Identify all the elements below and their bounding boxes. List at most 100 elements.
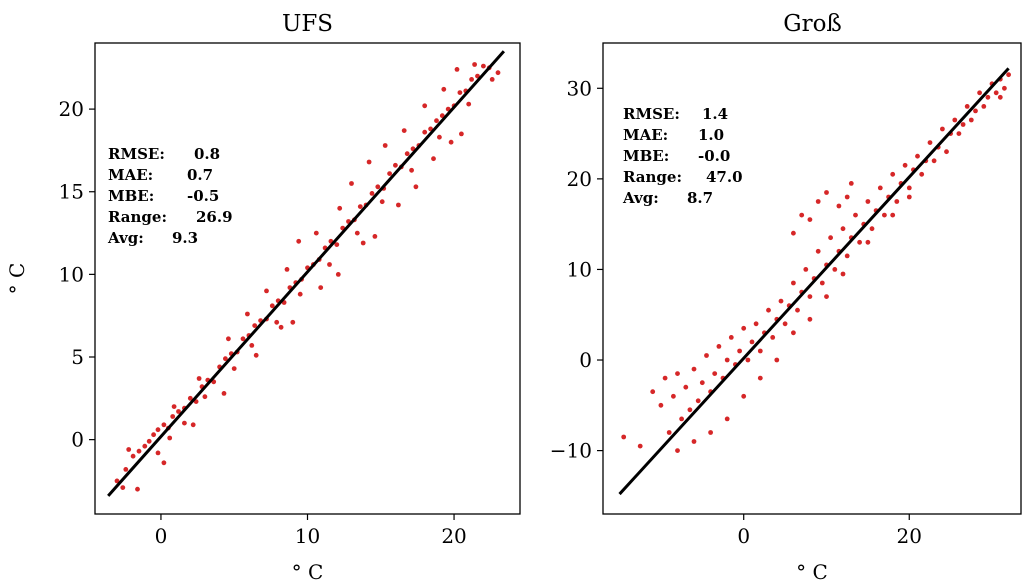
scatter-point <box>223 356 228 362</box>
mae-value: 0.7 <box>187 166 213 184</box>
y-tick-label: 5 <box>71 345 84 369</box>
y-tick-label: 10 <box>59 262 84 286</box>
scatter-point <box>349 181 354 186</box>
scatter-point <box>716 344 722 349</box>
y-tick-label: 15 <box>59 180 84 204</box>
scatter-point <box>844 253 850 259</box>
scatter-point <box>662 375 668 381</box>
scatter-point <box>844 194 850 200</box>
scatter-point <box>902 162 908 168</box>
scatter-point <box>489 77 495 82</box>
scatter-point <box>337 205 343 211</box>
avg-label: Avg: <box>622 189 659 207</box>
scatter-point <box>387 171 392 177</box>
scatter-point <box>637 443 643 449</box>
scatter-point <box>815 248 821 254</box>
rmse-label: RMSE: <box>623 105 680 123</box>
scatter-point <box>382 143 388 148</box>
y-ticks-ufs: 0 5 10 15 20 <box>59 97 95 452</box>
reference-line-gross <box>618 67 1010 496</box>
scatter-point <box>245 311 250 317</box>
scatter-point <box>396 202 401 208</box>
scatter-point <box>973 108 978 114</box>
scatter-point <box>745 357 751 363</box>
scatter-point <box>167 435 173 441</box>
scatter-point <box>877 185 883 191</box>
scatter-point <box>313 230 319 236</box>
scatter-point <box>171 404 177 409</box>
range-value: 26.9 <box>196 208 233 226</box>
scatter-point <box>791 230 796 236</box>
scatter-point <box>151 432 157 438</box>
x-ticks-gross: 0 20 <box>737 514 922 548</box>
scatter-point <box>269 303 275 309</box>
scatter-point <box>683 384 689 390</box>
avg-value: 8.7 <box>687 189 713 207</box>
scatter-point <box>894 199 900 204</box>
scatter-point <box>940 126 945 132</box>
scatter-point <box>454 67 460 72</box>
scatter-point <box>252 323 258 328</box>
scatter-point <box>327 262 332 267</box>
plot-area-ufs <box>94 42 521 515</box>
scatter-point <box>679 416 684 422</box>
scatter-point <box>231 366 237 371</box>
y-tick-label: 20 <box>567 167 592 191</box>
scatter-point <box>824 190 829 195</box>
scatter-point <box>196 376 202 381</box>
scatter-point <box>334 242 340 248</box>
scatter-point <box>136 448 142 454</box>
scatter-point <box>791 280 796 286</box>
scatter-point <box>807 294 813 299</box>
y-tick-label: 0 <box>71 428 84 452</box>
y-axis-label-ufs: ° C <box>5 263 29 295</box>
scatter-point <box>161 422 167 428</box>
scatter-point <box>981 104 987 109</box>
y-tick-label: −10 <box>550 439 592 463</box>
scatter-point <box>441 86 447 92</box>
plot-area-gross <box>602 42 1022 515</box>
scatter-point <box>774 357 780 363</box>
mae-label: MAE: <box>108 166 153 184</box>
scatter-point <box>1002 85 1007 91</box>
scatter-points-ufs <box>114 62 501 492</box>
scatter-point <box>379 199 385 205</box>
range-label: Range: <box>108 208 167 226</box>
scatter-point <box>146 438 152 444</box>
scatter-point <box>944 149 949 155</box>
scatter-point <box>318 285 324 290</box>
scatter-point <box>161 460 167 466</box>
scatter-point <box>803 267 809 272</box>
scatter-point <box>409 167 414 173</box>
scatter-point <box>393 162 398 168</box>
scatter-point <box>778 298 784 304</box>
scatter-point <box>621 434 627 440</box>
scatter-point <box>297 291 303 297</box>
scatter-point <box>431 156 436 162</box>
scatter-point <box>824 294 829 299</box>
scatter-point <box>675 448 680 453</box>
scatter-point <box>968 117 974 123</box>
x-tick-label: 20 <box>441 524 466 548</box>
panel-title-ufs: UFS <box>282 11 333 37</box>
scatter-point <box>357 204 363 210</box>
scatter-point <box>176 409 181 414</box>
scatter-point <box>708 430 713 435</box>
scatter-point <box>832 267 838 272</box>
scatter-point <box>869 226 875 232</box>
mae-label: MAE: <box>623 126 668 144</box>
scatter-point <box>985 94 991 100</box>
scatter-point <box>187 395 193 401</box>
scatter-point <box>264 288 269 294</box>
scatter-point <box>422 103 428 109</box>
scatter-point <box>360 240 366 246</box>
scatter-point <box>828 235 833 241</box>
rmse-value: 1.4 <box>702 105 728 123</box>
scatter-point <box>960 122 966 127</box>
scatter-point <box>782 321 788 327</box>
scatter-point <box>857 239 862 245</box>
avg-label: Avg: <box>107 229 144 247</box>
scatter-point <box>691 439 697 444</box>
scatter-point <box>836 203 842 209</box>
panel-ufs: UFS 0 10 20 0 5 10 15 20 ° C ° C RMSE: 0.8 MAE… <box>5 11 521 581</box>
